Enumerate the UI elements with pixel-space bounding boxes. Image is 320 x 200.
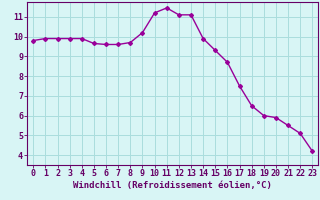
X-axis label: Windchill (Refroidissement éolien,°C): Windchill (Refroidissement éolien,°C) [73, 181, 272, 190]
